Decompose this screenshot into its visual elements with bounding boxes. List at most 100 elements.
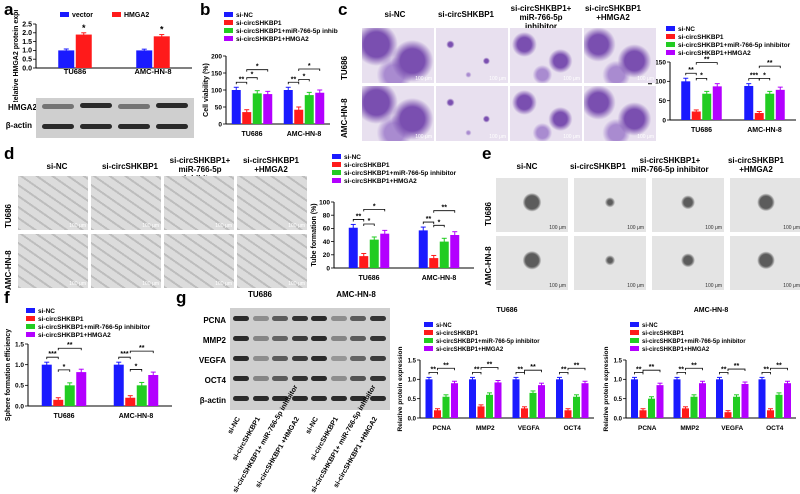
c-col-hmga2-line2: +HMGA2 <box>596 13 630 22</box>
legend-label: si-circSHKBP1+miR-766-5p inhibitor <box>642 339 746 345</box>
chart-f-sphere-formation: si-NCsi-circSHKBP1si-circSHKBP1+miR-766-… <box>5 308 172 421</box>
chart-g-amc: AMC-HN-8 si-NC si-circSHKBP1 si-circSHKBP1+… <box>603 307 796 432</box>
bar <box>442 396 450 418</box>
significance-label: ** <box>721 366 727 373</box>
invasion-micrograph: 100 μm <box>584 86 656 141</box>
blot-band <box>311 316 327 321</box>
tube-formation-micrograph: 100 μm <box>18 234 88 288</box>
g-blot-label-mmp2: MMP2 <box>202 336 226 345</box>
significance-label: ** <box>691 362 697 369</box>
chart-g-tu686: TU686 si-NC si-circSHKBP1 si-circSHKBP1+miR… <box>397 307 594 432</box>
scale-bar-label: 100 μm <box>142 281 159 287</box>
blot-band <box>369 356 386 361</box>
significance-bracket <box>758 77 771 81</box>
y-tick-label: 40 <box>323 239 331 246</box>
scale-bar-label: 100 μm <box>69 281 86 287</box>
blot-band <box>330 336 347 341</box>
bar <box>231 90 241 124</box>
y-tick-label: 80 <box>323 213 331 220</box>
y-tick-label: 1.5 <box>408 358 417 364</box>
significance-label: ** <box>679 366 685 373</box>
legend-swatch <box>630 346 639 351</box>
scale-bar-label: 100 μm <box>415 76 432 82</box>
bar <box>512 379 520 418</box>
g-blot-label-pcna: PCNA <box>203 316 226 325</box>
blot-band <box>233 396 249 401</box>
bar <box>242 112 252 124</box>
significance-bracket <box>298 78 310 82</box>
c-row-amc: AMC-HN-8 <box>340 98 349 138</box>
blot-a-label-actin: β-actin <box>5 121 32 130</box>
tube-formation-micrograph: 100 μm <box>237 176 307 230</box>
invasion-micrograph: 100 μm <box>510 86 582 141</box>
panel-label-g: g <box>176 288 187 307</box>
bar <box>418 230 428 268</box>
bar <box>380 233 390 268</box>
significance-label: * <box>135 363 138 370</box>
bar <box>521 408 528 418</box>
significance-bracket <box>433 210 456 213</box>
bar <box>716 379 723 418</box>
bar <box>775 394 783 418</box>
blot-band <box>233 356 249 361</box>
significance-label: ** <box>574 362 580 369</box>
blot-a-label-hmga2: HMGA2 <box>8 103 37 112</box>
blot-band <box>272 336 288 341</box>
d-col-hmga2-line2: +HMGA2 <box>254 165 288 174</box>
category-label: MMP2 <box>680 425 699 432</box>
blot-band <box>291 376 308 381</box>
y-tick-label: 20 <box>323 252 331 259</box>
legend-label: si-circSHKBP1+HMGA2 <box>38 332 111 339</box>
y-tick-label: 0.0 <box>22 65 32 72</box>
legend-label: si-circSHKBP1+miR-766-5p inhibitor <box>344 170 457 177</box>
invasion-micrograph: 100 μm <box>510 28 582 83</box>
legend-swatch <box>224 12 233 17</box>
blot-band <box>350 396 366 401</box>
significance-label: *** <box>48 351 56 358</box>
legend-label: si-circSHKBP1 <box>678 34 724 41</box>
legend-swatch <box>26 332 35 337</box>
bar <box>76 372 87 406</box>
category-label: AMC-HN-8 <box>134 67 171 76</box>
significance-bracket <box>719 372 729 375</box>
significance-bracket <box>515 372 525 375</box>
y-tick-label: 0.0 <box>614 416 623 422</box>
legend-swatch <box>424 338 433 343</box>
legend-swatch <box>332 162 341 167</box>
e-col-inh: si-circSHKBP1+ miR-766-5p inhibitor <box>628 156 712 174</box>
significance-bracket <box>685 72 697 76</box>
legend-swatch <box>224 20 233 25</box>
y-tick-label: 60 <box>323 226 331 233</box>
bar <box>125 397 136 406</box>
significance-label: * <box>368 218 371 225</box>
legend-swatch <box>224 36 233 41</box>
y-tick-label: 100 <box>211 87 222 94</box>
significance-label: ** <box>767 60 773 67</box>
y-tick-label: 1.0 <box>408 378 417 384</box>
bar <box>673 379 681 418</box>
significance-bracket <box>422 221 435 225</box>
y-tick-label: 150 <box>211 70 222 77</box>
legend-label: si-circSHKBP1+miR-766-5p inhibitor <box>38 324 151 331</box>
scale-bar-label: 100 μm <box>627 225 644 231</box>
significance-label: ** <box>431 366 437 373</box>
significance-bracket <box>46 356 59 360</box>
blot-band <box>272 316 288 321</box>
significance-bracket <box>287 81 300 85</box>
blot-band <box>330 356 347 361</box>
g-header-tu686: TU686 <box>247 290 272 299</box>
bar <box>538 385 545 418</box>
significance-label: ** <box>764 366 770 373</box>
d-col-si-circ: si-circSHKBP1 <box>101 162 159 171</box>
y-tick-label: 1.5 <box>15 341 24 348</box>
chart-c-invaded-cells: si-NCsi-circSHKBP1si-circSHKBP1+miR-766-… <box>647 26 796 134</box>
significance-label: ** <box>776 362 782 369</box>
e-row-amc: AMC-HN-8 <box>484 246 493 286</box>
significance-bracket <box>118 356 131 360</box>
bar <box>425 379 433 418</box>
d-row-amc: AMC-HN-8 <box>4 250 13 290</box>
y-tick-label: 1.0 <box>15 362 24 369</box>
significance-bracket <box>770 367 788 371</box>
blot-band <box>311 336 327 341</box>
scale-bar-label: 100 μm <box>489 76 506 82</box>
